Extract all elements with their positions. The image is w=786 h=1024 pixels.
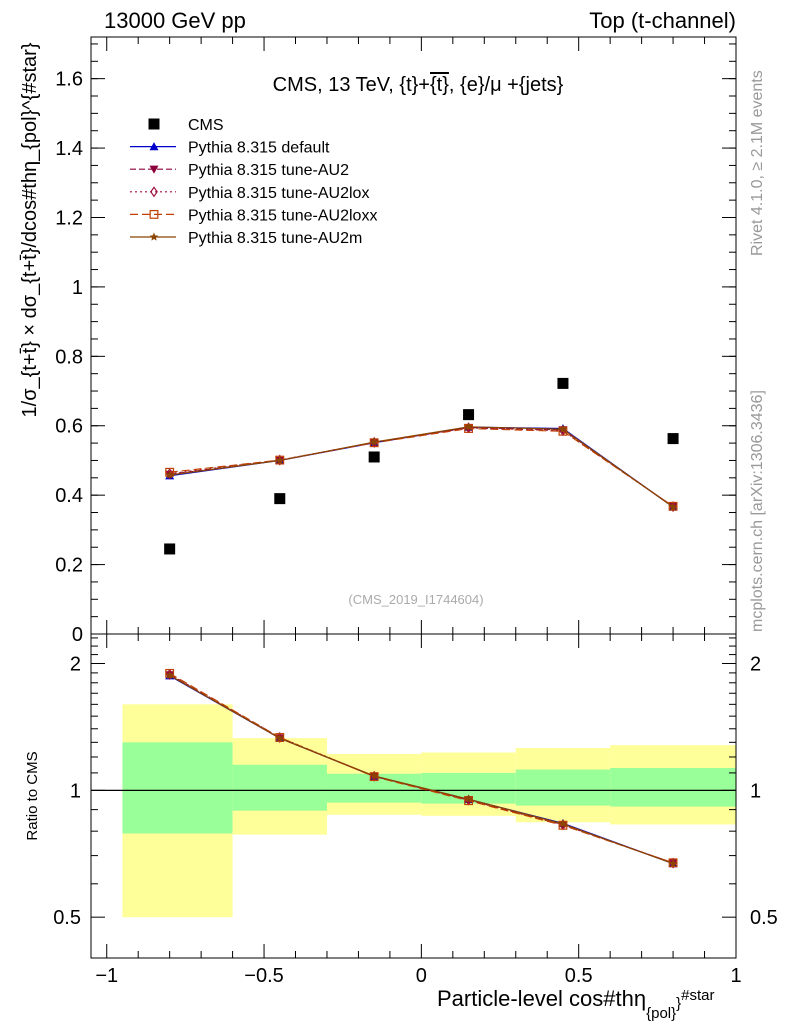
main-y-tick-label: 1 [72, 277, 83, 299]
series-point-au2m [369, 437, 379, 446]
ratio-line-au2m [169, 674, 674, 865]
cms-data-point [274, 493, 286, 505]
ratio-point-au2lox [165, 668, 174, 680]
main-panel: 0 0.2 0.4 0.6 0.8 1 1.2 1.4 1.6 [55, 36, 737, 646]
header-right: Top (t-channel) [589, 8, 736, 33]
ratio-point-au2m [558, 819, 568, 828]
series-point-au2lox [275, 454, 284, 466]
x-tick-label: 0 [416, 965, 427, 987]
chart-title-tbar: {t} [430, 74, 449, 96]
main-series [165, 422, 678, 513]
series-point-au2m [464, 422, 473, 431]
main-y-tick-label: 0.2 [55, 555, 83, 577]
legend-marker-au2m [149, 232, 159, 241]
cms-data-point [368, 451, 380, 463]
analysis-watermark: (CMS_2019_I1744604) [348, 592, 483, 607]
chart-title-pre: CMS, 13 TeV, {t}+ [273, 74, 430, 96]
legend-marker-default [149, 142, 159, 151]
x-tick-label: 1 [730, 965, 741, 987]
ratio-line-au2lox [169, 673, 674, 864]
mcplots-label: mcplots.cern.ch [arXiv:1306.3436] [749, 390, 766, 632]
ratio-point-au2m [165, 670, 174, 679]
ratio-y-axis: 0.5 0.5 1 1 2 2 [53, 637, 778, 929]
series-line-au2lox [169, 427, 674, 508]
legend-label-au2m: Pythia 8.315 tune-AU2m [188, 230, 362, 247]
x-axis-label: Particle-level cos#thη{pol}}#star [437, 986, 715, 1022]
ratio-frame [90, 633, 737, 959]
rivet-label: Rivet 4.1.0, ≥ 2.1M events [749, 70, 766, 256]
main-x-ticks [106, 37, 737, 634]
ratio-y-tick-label: 2 [70, 654, 81, 676]
main-y-tick-label: 1.6 [55, 69, 83, 91]
legend-marker-au2loxx [149, 209, 159, 219]
series-line-default [169, 426, 674, 508]
header-left: 13000 GeV pp [104, 8, 246, 33]
ratio-x-axis: −1 −0.5 0 0.5 1 [95, 634, 742, 987]
ratio-point-au2m [464, 794, 473, 803]
main-y-label: 1/σ_{t+t̄} × dσ_{t+t̄}/dcos#thη_{pol}^{#… [19, 42, 41, 417]
ratio-point-au2m [275, 733, 285, 742]
ratio-bands [91, 704, 736, 918]
ratio-band-green [610, 767, 736, 807]
series-line-au2 [169, 426, 674, 508]
chart-title: CMS, 13 TeV, {t}+{t}, {e}/μ +{jets} [273, 74, 564, 96]
main-y-tick-label: 0.6 [55, 416, 83, 438]
ratio-series [165, 668, 678, 869]
cms-data-point [667, 433, 679, 445]
legend-label-default: Pythia 8.315 default [188, 140, 330, 157]
main-y-tick-label: 1.4 [55, 138, 83, 160]
ratio-point-au2lox [669, 857, 677, 869]
chart-title-post: , {e}/μ +{jets} [449, 74, 564, 96]
main-y-tick-label: 0.4 [55, 485, 83, 507]
x-label-sub: {pol} [646, 1005, 676, 1022]
x-tick-label: 0.5 [565, 965, 593, 987]
x-label-main: Particle-level cos#thη [437, 986, 646, 1011]
series-point-au2m [668, 502, 678, 511]
main-y-tick-label: 0 [72, 624, 83, 646]
ratio-y-label: Ratio to CMS [24, 751, 41, 840]
legend-marker-au2 [149, 165, 159, 174]
legend-label-au2loxx: Pythia 8.315 tune-AU2loxx [188, 207, 377, 224]
ratio-band-green [122, 742, 233, 834]
ratio-line-au2loxx [169, 672, 674, 864]
legend-label-cms: CMS [188, 117, 224, 134]
ratio-y-tick-label-right: 1 [750, 780, 761, 802]
ratio-point-au2loxx [275, 733, 285, 742]
ratio-panel: 0.5 0.5 1 1 2 2 −1 −0.5 0 0.5 1 [53, 633, 778, 987]
series-line-au2m [169, 426, 674, 508]
ratio-band-green [515, 769, 611, 806]
legend-marker-au2lox [150, 186, 158, 198]
series-point-au2loxx [668, 501, 678, 511]
main-y-tick-label: 1.2 [55, 207, 83, 229]
x-label-sup: #star [681, 987, 714, 1004]
ratio-band-green [232, 764, 327, 811]
series-line-au2loxx [169, 427, 674, 507]
cms-data-point [463, 409, 475, 421]
series-point-au2m [165, 470, 174, 479]
ratio-point-au2m [668, 859, 678, 868]
main-data-points [164, 377, 679, 555]
ratio-y-tick-label-right: 0.5 [750, 907, 778, 929]
legend: CMS Pythia 8.315 default Pythia 8.315 tune… [130, 117, 377, 247]
legend-label-au2lox: Pythia 8.315 tune-AU2lox [188, 185, 369, 202]
main-y-axis: 0 0.2 0.4 0.6 0.8 1 1.2 1.4 1.6 [55, 43, 736, 646]
cms-data-point [557, 377, 569, 389]
series-point-au2m [275, 455, 285, 465]
series-point-au2m [558, 424, 568, 433]
x-label-close: } [676, 995, 681, 1012]
cms-data-point [164, 543, 176, 555]
ratio-y-tick-label: 0.5 [53, 907, 81, 929]
x-tick-label: −0.5 [244, 965, 283, 987]
main-y-tick-label: 0.8 [55, 346, 83, 368]
x-tick-label: −1 [95, 965, 118, 987]
ratio-y-tick-label: 1 [70, 780, 81, 802]
ratio-point-au2m [369, 771, 379, 780]
legend-label-au2: Pythia 8.315 tune-AU2 [188, 162, 349, 179]
ratio-y-tick-label-right: 2 [750, 654, 761, 676]
legend-marker-cms [148, 118, 160, 130]
